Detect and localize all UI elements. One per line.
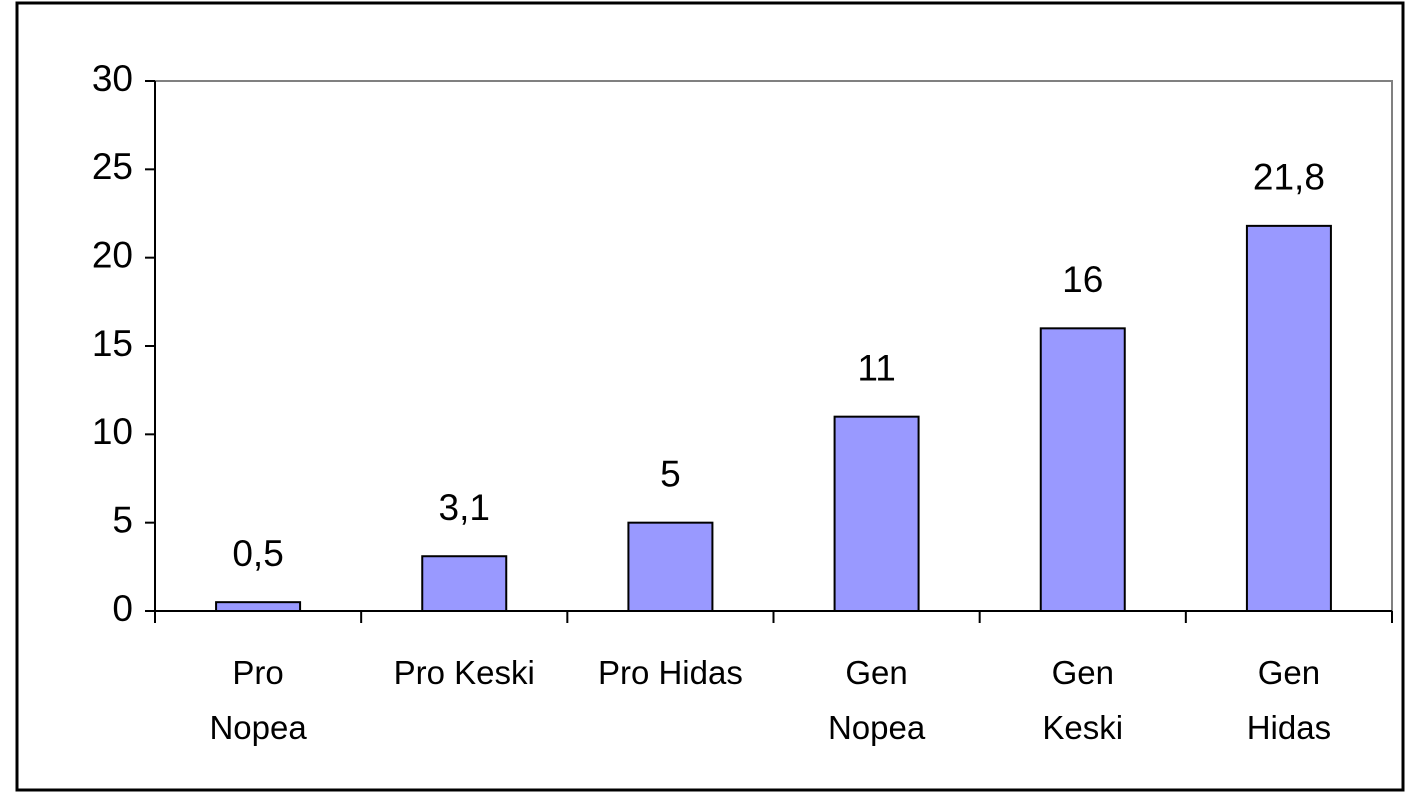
data-label: 11 (857, 347, 895, 388)
data-label: 16 (1062, 259, 1103, 300)
chart-border (15, 1, 1405, 792)
bar (1039, 327, 1126, 612)
y-tick-label: 30 (92, 58, 133, 99)
data-label: 3,1 (439, 487, 490, 528)
y-tick-label: 10 (92, 411, 133, 452)
x-tick-label: Pro Nopea (209, 654, 307, 746)
bar (833, 415, 920, 612)
y-tick-label: 25 (92, 146, 133, 187)
y-tick-label: 5 (112, 499, 133, 540)
plot-border (155, 80, 1393, 611)
data-label: 0,5 (232, 533, 283, 574)
y-tick-label: 15 (92, 323, 133, 364)
x-tick-label: Pro Keski (393, 654, 535, 691)
bar (215, 601, 302, 613)
y-tick-label: 20 (92, 234, 133, 275)
bar (1245, 224, 1332, 612)
x-tick-label: Gen Nopea (827, 654, 926, 746)
y-tick-label: 0 (112, 588, 133, 629)
data-label: 21,8 (1253, 157, 1325, 198)
x-tick-label: Gen Keski (1042, 654, 1124, 746)
x-tick-label: Gen Hidas (1246, 654, 1332, 746)
bar (421, 555, 508, 613)
x-tick-label: Pro Hidas (597, 654, 743, 691)
bar (627, 521, 714, 613)
data-label: 5 (660, 453, 681, 494)
